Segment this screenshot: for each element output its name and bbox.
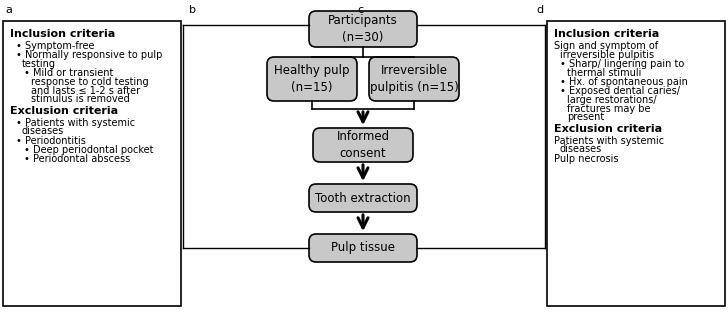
Text: testing: testing — [22, 59, 56, 69]
Text: Irreversible
pulpitis (n=15): Irreversible pulpitis (n=15) — [370, 64, 459, 94]
Text: stimulus is removed: stimulus is removed — [31, 94, 130, 104]
Text: • Normally responsive to pulp: • Normally responsive to pulp — [16, 51, 162, 60]
Text: Exclusion criteria: Exclusion criteria — [554, 124, 662, 133]
FancyBboxPatch shape — [309, 184, 417, 212]
Text: Patients with systemic: Patients with systemic — [554, 135, 664, 146]
Text: large restorations/: large restorations/ — [567, 95, 657, 105]
Text: fractures may be: fractures may be — [567, 103, 651, 114]
Text: Pulp tissue: Pulp tissue — [331, 242, 395, 254]
Text: Participants
(n=30): Participants (n=30) — [328, 14, 398, 44]
FancyBboxPatch shape — [309, 234, 417, 262]
Text: • Mild or transient: • Mild or transient — [24, 68, 114, 78]
Text: Inclusion criteria: Inclusion criteria — [10, 29, 115, 39]
Text: Sign and symptom of: Sign and symptom of — [554, 41, 658, 51]
Text: d: d — [536, 5, 543, 15]
FancyBboxPatch shape — [267, 57, 357, 101]
FancyBboxPatch shape — [369, 57, 459, 101]
Text: response to cold testing: response to cold testing — [31, 77, 149, 87]
Text: • Patients with systemic: • Patients with systemic — [16, 117, 135, 127]
Text: • Sharp/ lingering pain to: • Sharp/ lingering pain to — [560, 59, 684, 69]
Text: Tooth extraction: Tooth extraction — [315, 191, 411, 204]
Text: • Periodontal abscess: • Periodontal abscess — [24, 155, 130, 164]
Bar — [547, 21, 725, 306]
Bar — [3, 21, 181, 306]
Text: thermal stimuli: thermal stimuli — [567, 68, 641, 77]
FancyBboxPatch shape — [309, 11, 417, 47]
Text: b: b — [189, 5, 196, 15]
Text: • Hx. of spontaneous pain: • Hx. of spontaneous pain — [560, 77, 688, 87]
Text: • Symptom-free: • Symptom-free — [16, 41, 95, 51]
Text: Informed
consent: Informed consent — [336, 130, 389, 160]
Text: and lasts ≤ 1-2 s after: and lasts ≤ 1-2 s after — [31, 85, 140, 95]
Text: diseases: diseases — [560, 144, 602, 154]
Text: diseases: diseases — [22, 126, 64, 136]
Text: • Exposed dental caries/: • Exposed dental caries/ — [560, 86, 680, 97]
Text: c: c — [357, 5, 363, 15]
Text: Healthy pulp
(n=15): Healthy pulp (n=15) — [274, 64, 349, 94]
Text: • Deep periodontal pocket: • Deep periodontal pocket — [24, 145, 154, 155]
Text: Inclusion criteria: Inclusion criteria — [554, 29, 660, 39]
Text: Pulp necrosis: Pulp necrosis — [554, 154, 619, 164]
Text: present: present — [567, 112, 604, 122]
Text: Exclusion criteria: Exclusion criteria — [10, 106, 118, 116]
Text: irreversible pulpitis: irreversible pulpitis — [560, 50, 654, 60]
Text: • Periodontitis: • Periodontitis — [16, 135, 86, 146]
Text: a: a — [5, 5, 12, 15]
FancyBboxPatch shape — [313, 128, 413, 162]
